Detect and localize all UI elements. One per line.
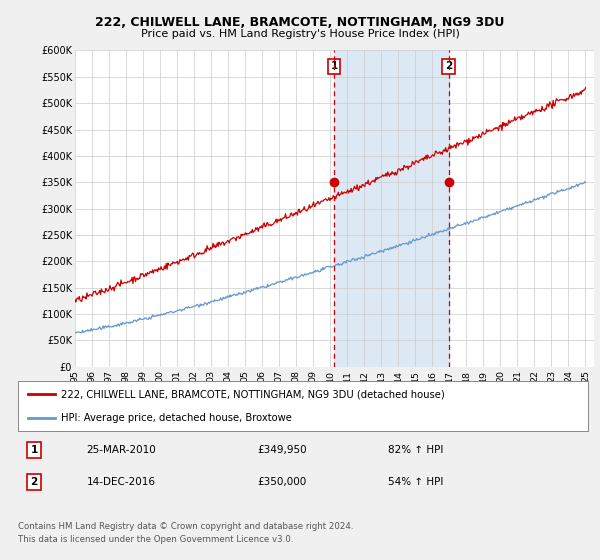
Text: 2: 2 bbox=[445, 61, 452, 71]
Text: Price paid vs. HM Land Registry's House Price Index (HPI): Price paid vs. HM Land Registry's House … bbox=[140, 29, 460, 39]
Text: 14-DEC-2016: 14-DEC-2016 bbox=[86, 477, 155, 487]
Text: 1: 1 bbox=[331, 61, 338, 71]
Text: 1: 1 bbox=[31, 445, 38, 455]
Text: Contains HM Land Registry data © Crown copyright and database right 2024.
This d: Contains HM Land Registry data © Crown c… bbox=[18, 522, 353, 544]
Text: £349,950: £349,950 bbox=[257, 445, 307, 455]
Text: 54% ↑ HPI: 54% ↑ HPI bbox=[389, 477, 444, 487]
Text: 82% ↑ HPI: 82% ↑ HPI bbox=[389, 445, 444, 455]
Text: HPI: Average price, detached house, Broxtowe: HPI: Average price, detached house, Brox… bbox=[61, 413, 292, 423]
Text: 25-MAR-2010: 25-MAR-2010 bbox=[86, 445, 156, 455]
Text: 2: 2 bbox=[31, 477, 38, 487]
Text: 222, CHILWELL LANE, BRAMCOTE, NOTTINGHAM, NG9 3DU: 222, CHILWELL LANE, BRAMCOTE, NOTTINGHAM… bbox=[95, 16, 505, 29]
Bar bbox=[334, 50, 449, 367]
Text: 222, CHILWELL LANE, BRAMCOTE, NOTTINGHAM, NG9 3DU (detached house): 222, CHILWELL LANE, BRAMCOTE, NOTTINGHAM… bbox=[61, 389, 445, 399]
Text: £350,000: £350,000 bbox=[257, 477, 307, 487]
